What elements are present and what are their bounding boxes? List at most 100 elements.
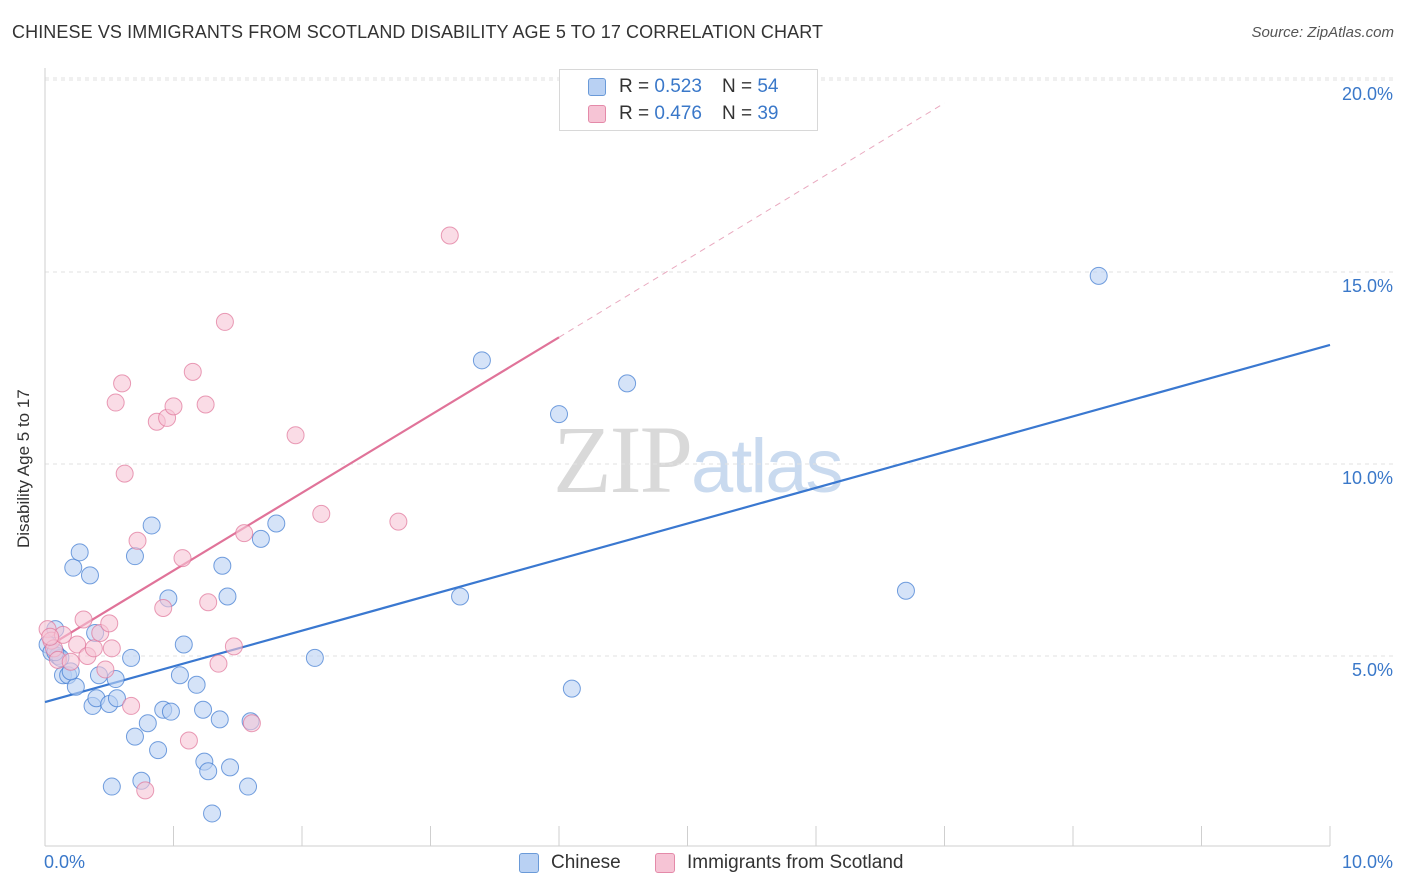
point-scotland <box>102 639 121 658</box>
legend-label-scotland: Immigrants from Scotland <box>687 852 904 873</box>
point-scotland <box>113 374 132 393</box>
point-chinese <box>618 374 637 393</box>
axes <box>44 68 1331 847</box>
y-tick-label: 5.0% <box>1351 660 1393 680</box>
point-scotland <box>235 524 254 543</box>
legend-swatch-scotland <box>588 105 606 123</box>
legend-swatch-scotland <box>655 853 675 873</box>
y-tick-label: 10.0% <box>1341 468 1393 488</box>
y-tick-label: 20.0% <box>1341 84 1393 104</box>
point-scotland <box>199 593 218 612</box>
point-chinese <box>451 587 470 606</box>
point-chinese <box>267 514 286 533</box>
stats-legend: R = 0.523 N = 54 R = 0.476 N = 39 <box>559 69 818 131</box>
legend-r-value: 0.523 <box>654 76 702 97</box>
legend-item-scotland[interactable]: Immigrants from Scotland <box>655 852 903 874</box>
point-scotland <box>389 512 408 531</box>
point-chinese <box>102 777 121 796</box>
point-scotland <box>106 393 125 412</box>
point-chinese <box>64 558 83 577</box>
legend-row-scotland: R = 0.476 N = 39 <box>588 101 778 127</box>
point-chinese <box>161 702 180 721</box>
point-chinese <box>174 635 193 654</box>
point-scotland <box>136 781 155 800</box>
legend-item-chinese[interactable]: Chinese <box>519 852 621 874</box>
point-chinese <box>251 529 270 548</box>
point-chinese <box>210 710 229 729</box>
point-chinese <box>203 804 222 823</box>
legend-row-chinese: R = 0.523 N = 54 <box>588 74 778 100</box>
point-chinese <box>149 741 168 760</box>
point-chinese <box>142 516 161 535</box>
point-chinese <box>562 679 581 698</box>
point-chinese <box>472 351 491 370</box>
trend-line-chinese <box>44 343 1331 704</box>
legend-r-label: R = <box>619 76 650 97</box>
point-scotland <box>164 397 183 416</box>
point-scotland <box>84 639 103 658</box>
x-tick-label: 10.0% <box>1341 852 1393 872</box>
trend-line-extension <box>558 102 945 338</box>
point-scotland <box>196 395 215 414</box>
data-points <box>38 226 1108 823</box>
point-scotland <box>209 654 228 673</box>
trend-line-scotland <box>44 336 560 650</box>
point-scotland <box>215 312 234 331</box>
legend-n-value: 39 <box>757 103 779 124</box>
point-chinese <box>170 666 189 685</box>
legend-swatch-chinese <box>519 853 539 873</box>
point-scotland <box>61 652 80 671</box>
point-scotland <box>312 504 331 523</box>
legend-n-label: N = <box>721 103 753 124</box>
x-tick-label: 0.0% <box>44 852 86 872</box>
point-scotland <box>122 696 141 715</box>
point-scotland <box>128 531 147 550</box>
legend-r-label: R = <box>619 103 650 124</box>
point-chinese <box>239 777 258 796</box>
y-axis-label: Disability Age 5 to 17 <box>14 389 33 548</box>
point-chinese <box>218 587 237 606</box>
point-scotland <box>68 635 87 654</box>
point-scotland <box>100 614 119 633</box>
chart-source: Source: ZipAtlas.com <box>1251 24 1394 41</box>
legend-n-value: 54 <box>757 76 779 97</box>
point-chinese <box>221 758 240 777</box>
point-chinese <box>125 547 144 566</box>
point-scotland <box>440 226 459 245</box>
point-chinese <box>305 648 324 667</box>
legend-label-chinese: Chinese <box>551 852 621 873</box>
point-chinese <box>896 581 915 600</box>
trend-lines <box>44 102 1331 704</box>
point-scotland <box>224 637 243 656</box>
point-scotland <box>74 610 93 629</box>
point-scotland <box>115 464 134 483</box>
legend-n-label: N = <box>721 76 753 97</box>
point-chinese <box>125 727 144 746</box>
y-tick-label: 15.0% <box>1341 276 1393 296</box>
chart-title: CHINESE VS IMMIGRANTS FROM SCOTLAND DISA… <box>12 22 824 42</box>
point-chinese <box>187 675 206 694</box>
point-scotland <box>242 714 261 733</box>
point-scotland <box>286 426 305 445</box>
point-scotland <box>179 731 198 750</box>
watermark: ZIPatlas <box>553 406 844 513</box>
point-scotland <box>173 549 192 568</box>
point-chinese <box>70 543 89 562</box>
point-chinese <box>550 405 568 424</box>
legend-swatch-chinese <box>588 78 606 96</box>
point-chinese <box>107 689 126 708</box>
series-legend: Chinese Immigrants from Scotland <box>0 852 1406 878</box>
legend-r-value: 0.476 <box>654 103 702 124</box>
point-scotland <box>183 362 202 381</box>
grid-lines <box>45 77 1395 657</box>
point-chinese <box>199 762 218 781</box>
point-chinese <box>1089 266 1108 285</box>
point-chinese <box>213 556 232 575</box>
point-scotland <box>41 627 60 646</box>
point-chinese <box>80 566 99 585</box>
point-chinese <box>66 677 85 696</box>
point-scotland <box>154 599 173 617</box>
point-chinese <box>122 648 141 667</box>
point-chinese <box>138 714 157 733</box>
